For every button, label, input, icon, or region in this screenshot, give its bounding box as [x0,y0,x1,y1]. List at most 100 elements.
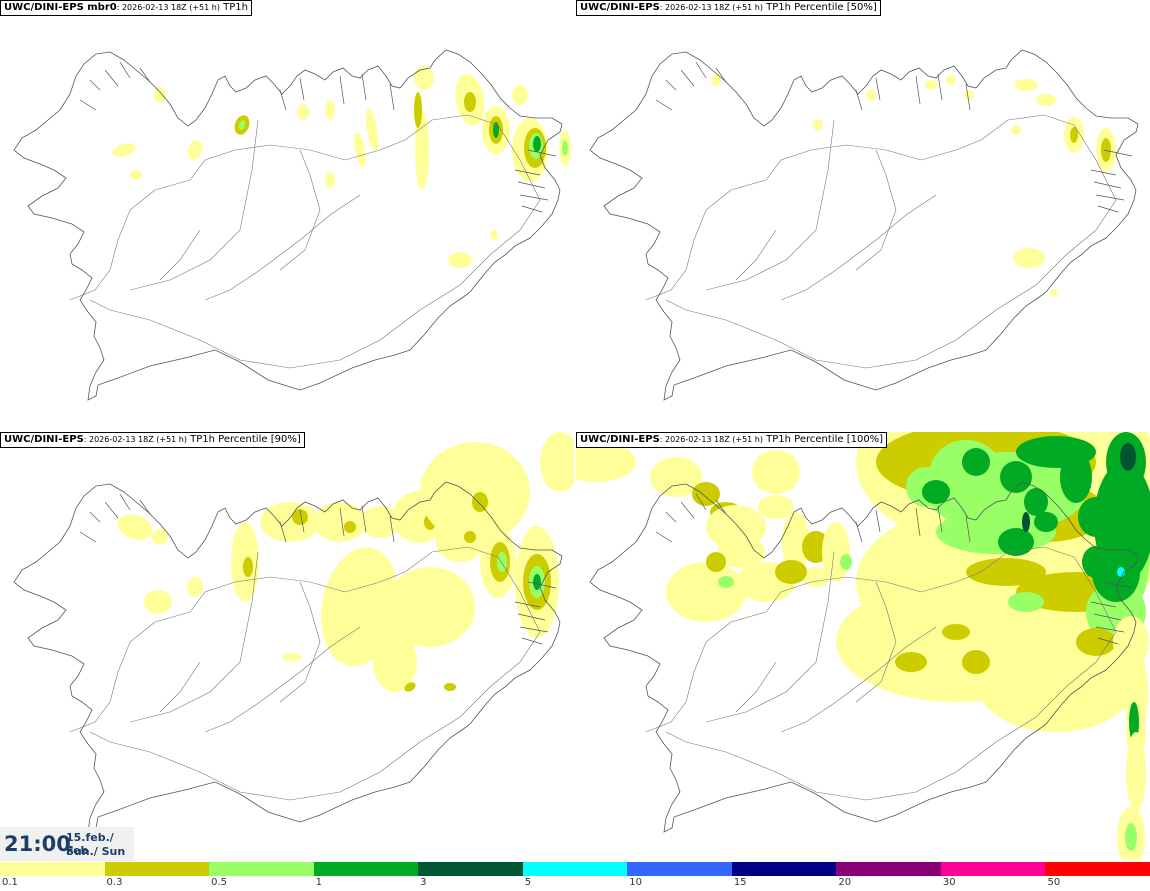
precip-area [895,652,927,672]
precip-area [802,567,830,587]
precip-area [1120,443,1136,471]
iceland-map [13,49,571,401]
colorbar-tick-label: 30 [942,877,956,888]
road [69,114,541,369]
colorbar-tick-label: 50 [1047,877,1061,888]
precip-area [404,682,416,692]
road [780,194,937,301]
precip-area [540,432,574,492]
precip-area [420,442,530,542]
colorbar-swatch [1045,862,1150,876]
fjord-line [79,61,151,111]
precip-area [373,632,417,692]
iceland-map [13,432,574,833]
precip-area [385,567,475,647]
map-panel-p90: UWC/DINI-EPS: 2026-02-13 18Z (+51 h) TP1… [0,432,574,860]
road [204,626,361,733]
panel-title: UWC/DINI-EPS: 2026-02-13 18Z (+51 h) TP1… [576,432,888,448]
colorbar-tick-label: 0.3 [106,877,123,888]
fjord-line [279,73,395,111]
colorbar-swatch [313,862,419,876]
fjord-line [1090,149,1133,213]
precip-area [533,574,541,590]
precip-area [711,74,721,86]
precip-area [187,140,203,160]
precip-area [650,457,702,497]
fjord-line [514,149,557,213]
road [69,546,541,801]
colorbar-tick-label: 10 [629,877,642,888]
colorbar-tick-label: 20 [838,877,852,888]
precip-area [130,170,142,180]
precip-area [112,143,136,157]
precip-area [1008,592,1044,612]
precip-area [152,529,168,545]
coastline [13,481,563,833]
road [645,114,1117,369]
precip-area [1036,94,1056,106]
precip-area [260,502,320,542]
road [279,149,321,271]
precip-area [1125,823,1137,851]
fjord-line [855,505,971,543]
colorbar-tick-label: 1 [315,877,322,888]
precip-area [493,122,499,138]
colorbar-tick-label: 0.1 [2,877,18,888]
precip-area [1050,289,1058,297]
precip-area [706,552,726,572]
colorbar-swatch [104,862,210,876]
panel-title: UWC/DINI-EPS: 2026-02-13 18Z (+51 h) TP1… [0,432,305,448]
precip-area [1011,125,1021,135]
fjord-line [79,493,151,543]
road [735,661,777,713]
precip-area [568,441,574,463]
fjord-line [655,493,727,543]
road [780,626,937,733]
road [855,581,897,703]
precip-area [533,136,541,152]
fjord-line [279,505,395,543]
colorbar-ticks: 0.1 0.3 0.5 1 3 5 10 15 20 30 50 [0,877,1150,891]
precip-area [840,554,852,570]
road [159,229,201,281]
precip-area [436,522,484,562]
precip-area [1070,127,1078,143]
coastline [589,49,1139,401]
colorbar-tick-label: 3 [420,877,427,888]
precip-area [1076,628,1116,656]
road [279,581,321,703]
precip-area [490,230,498,240]
precip-area [964,90,974,100]
precip-area [117,514,153,540]
iceland-map [576,432,1150,860]
precip-area [1024,488,1048,516]
precip-area [448,252,472,268]
colorbar-swatch [209,862,314,876]
precip-area [717,536,765,568]
colorbar-tick-label: 5 [524,877,532,888]
precip-area [1101,138,1111,162]
precip-area [354,132,366,168]
precip-area [922,480,950,504]
colorbar-swatch [522,862,628,876]
map-panel-p100: UWC/DINI-EPS: 2026-02-13 18Z (+51 h) TP1… [576,432,1150,860]
panel-title: UWC/DINI-EPS: 2026-02-13 18Z (+51 h) TP1… [576,0,881,16]
road [129,551,259,723]
road [705,551,835,723]
colorbar-swatch [0,862,105,876]
precip-area [144,590,172,614]
precip-area [472,492,488,512]
fjord-line [1090,581,1133,645]
valid-date: 15.feb./ Feb [66,831,114,857]
colorbar-tick-label: 15 [733,877,747,888]
road [129,119,259,291]
precip-area [576,442,636,482]
precip-area [325,172,335,188]
precip-area [282,653,302,661]
precip-area [562,140,568,156]
fjord-line [514,581,557,645]
precip-area [1022,512,1030,532]
coastline [13,49,563,401]
precip-area [297,104,309,120]
colorbar-swatch [731,862,837,876]
